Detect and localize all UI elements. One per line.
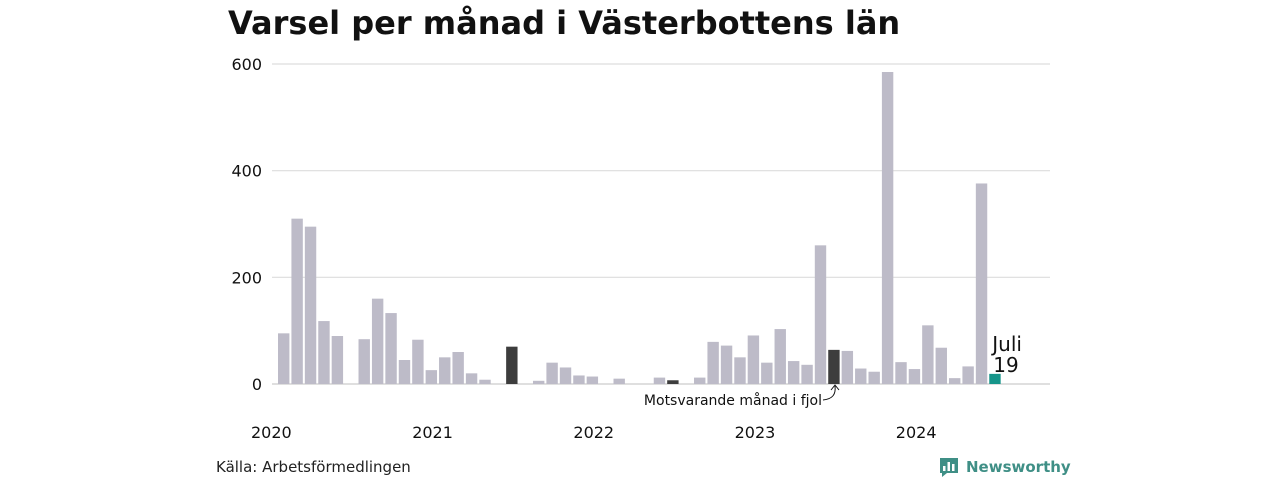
bar	[935, 347, 947, 384]
bar	[774, 329, 786, 384]
bar	[720, 345, 733, 384]
bar	[881, 72, 894, 384]
y-tick-label: 200	[231, 268, 262, 287]
bars	[278, 72, 1001, 384]
bar	[814, 245, 827, 384]
bar	[734, 357, 746, 384]
bar	[586, 376, 599, 384]
bar	[398, 360, 411, 384]
bar	[908, 369, 921, 384]
y-tick-label: 400	[231, 162, 262, 181]
bar	[385, 313, 397, 384]
bar	[304, 226, 317, 384]
bar	[318, 321, 330, 384]
y-tick-label: 0	[252, 375, 262, 394]
bar	[479, 379, 491, 384]
source-note: Källa: Arbetsförmedlingen	[216, 458, 411, 476]
bar	[278, 333, 290, 384]
bar	[358, 339, 370, 384]
bar	[868, 371, 880, 384]
bar	[841, 350, 854, 384]
bar	[707, 341, 719, 384]
bar	[747, 335, 760, 384]
bar	[425, 370, 438, 384]
bar	[452, 352, 464, 384]
bar	[962, 366, 974, 384]
bar	[532, 380, 545, 384]
x-tick-label: 2023	[735, 423, 776, 442]
bar	[922, 325, 934, 384]
x-tick-label: 2021	[412, 423, 453, 442]
newsworthy-logo-icon	[940, 458, 958, 477]
brand-name: Newsworthy	[966, 458, 1071, 476]
bar	[949, 378, 961, 384]
bar	[291, 218, 303, 384]
bar	[787, 361, 800, 384]
bar	[653, 377, 666, 384]
bar	[667, 380, 679, 384]
bar	[855, 368, 867, 384]
bar	[613, 378, 625, 384]
annotation-arrow	[822, 385, 836, 401]
bar	[465, 373, 478, 384]
bar	[439, 357, 451, 384]
bar	[761, 362, 773, 384]
bar	[895, 362, 907, 384]
x-tick-label: 2024	[896, 423, 937, 442]
annotation-prev-year-label: Motsvarande månad i fjol	[644, 392, 822, 409]
bar	[546, 362, 558, 384]
bar	[559, 367, 572, 384]
bar	[975, 183, 988, 384]
y-axis: 0 200 400 600	[231, 55, 262, 394]
y-tick-label: 600	[231, 55, 262, 74]
annotation-current-month: Juli	[990, 332, 1022, 356]
bar	[801, 364, 813, 384]
x-tick-label: 2020	[251, 423, 292, 442]
bar	[331, 336, 344, 384]
bar	[573, 375, 585, 384]
bar	[694, 377, 706, 384]
annotation-current-value: 19	[993, 353, 1018, 377]
bar	[989, 373, 1001, 384]
bar	[828, 349, 840, 384]
brand-logo: Newsworthy	[938, 456, 1071, 478]
x-tick-label: 2022	[573, 423, 614, 442]
bar	[412, 339, 424, 384]
bar	[506, 346, 518, 384]
bar	[371, 298, 384, 384]
chart-title: Varsel per månad i Västerbottens län	[228, 4, 901, 42]
annotation-arrow-head	[830, 384, 840, 391]
x-axis: 2020 2021 2022 2023 2024	[251, 423, 937, 442]
